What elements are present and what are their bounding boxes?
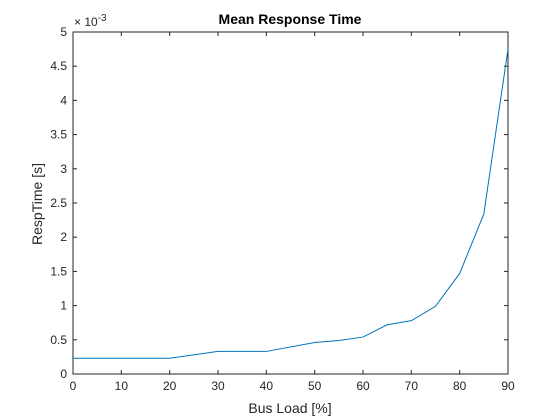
x-axis-label: Bus Load [%] bbox=[248, 400, 331, 416]
x-tick-label: 60 bbox=[356, 379, 370, 393]
series-lines bbox=[73, 49, 509, 359]
y-axis-label: RespTime [s] bbox=[29, 163, 45, 245]
x-tick-label: 90 bbox=[501, 379, 515, 393]
x-tick-label: 10 bbox=[115, 379, 129, 393]
x-tick-label: 80 bbox=[453, 379, 467, 393]
x-tick-label: 50 bbox=[308, 379, 322, 393]
y-ticks: 0 0.5 1 1.5 2 2.5 3 3.5 4 4.5 5 bbox=[50, 25, 508, 381]
y-exponent-label: × 10-3 bbox=[74, 13, 107, 29]
series-line bbox=[73, 49, 509, 359]
x-tick-label: 20 bbox=[163, 379, 177, 393]
y-exponent-power: -3 bbox=[98, 13, 107, 24]
y-tick-label: 2.5 bbox=[50, 196, 67, 210]
y-tick-label: 4 bbox=[60, 93, 67, 107]
y-tick-label: 3.5 bbox=[50, 128, 67, 142]
y-tick-label: 2 bbox=[60, 230, 67, 244]
y-tick-label: 1.5 bbox=[50, 264, 67, 278]
y-tick-label: 0 bbox=[60, 367, 67, 381]
x-tick-label: 40 bbox=[260, 379, 274, 393]
plot-area bbox=[72, 31, 509, 375]
y-tick-label: 5 bbox=[60, 25, 67, 39]
y-tick-label: 3 bbox=[60, 162, 67, 176]
x-tick-label: 0 bbox=[70, 379, 77, 393]
x-tick-label: 70 bbox=[405, 379, 419, 393]
y-tick-label: 1 bbox=[60, 299, 67, 313]
y-tick-label: 4.5 bbox=[50, 59, 67, 73]
axes-box bbox=[72, 31, 509, 375]
x-ticks: 0 10 20 30 40 50 60 70 80 90 bbox=[70, 32, 515, 393]
x-tick-label: 30 bbox=[211, 379, 225, 393]
y-exponent-base: × 10 bbox=[74, 15, 98, 29]
y-tick-label: 0.5 bbox=[50, 333, 67, 347]
chart-title: Mean Response Time bbox=[219, 11, 362, 27]
